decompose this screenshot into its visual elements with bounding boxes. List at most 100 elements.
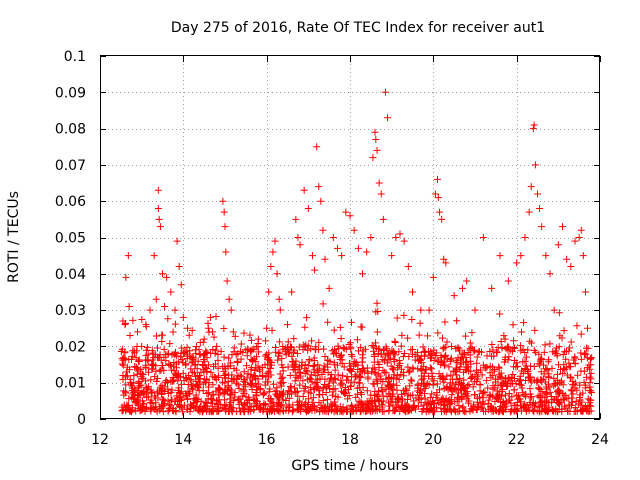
data-point [389,401,397,409]
data-point [220,371,228,379]
data-point [509,370,517,378]
data-point [389,349,397,357]
data-point [190,399,198,407]
data-point [431,352,439,360]
data-point [142,356,150,364]
data-point [359,270,366,278]
data-point [142,377,150,385]
data-point [130,387,138,395]
data-point [497,369,505,377]
data-point [119,375,127,383]
data-point [473,353,481,361]
data-point [545,356,553,364]
data-point [184,395,192,403]
data-point [174,377,182,385]
data-point [163,273,171,281]
data-point [327,370,335,378]
data-point [171,306,179,314]
data-point [294,387,302,395]
data-point [220,353,228,361]
data-point [135,377,143,385]
data-point [167,396,175,404]
data-point [150,361,158,369]
data-point [150,252,158,260]
data-point [471,391,479,399]
data-point [560,396,568,404]
data-point [363,397,371,405]
data-point [273,270,281,278]
data-point [273,391,281,399]
data-point [319,397,327,405]
data-point [501,391,509,399]
data-point [217,347,225,355]
data-point [517,328,525,336]
data-point [529,125,537,133]
data-point [417,306,425,314]
data-point [451,398,459,406]
data-point [474,375,482,383]
data-point [185,390,193,398]
data-point [145,368,153,376]
data-point [266,365,274,373]
data-point [121,321,129,329]
data-point [567,374,575,382]
data-point [568,387,576,395]
data-point [160,366,168,374]
data-point [371,128,379,136]
data-point [318,370,326,378]
data-point [381,368,389,376]
data-point [156,223,164,231]
data-point [250,355,258,363]
data-point [142,383,150,391]
data-point [474,348,482,356]
data-point [539,375,547,383]
data-point [491,398,499,406]
data-point [182,360,190,368]
data-point [405,353,413,361]
data-point [121,349,129,357]
data-point [309,362,317,370]
data-point [259,363,267,371]
data-point [369,154,377,162]
data-point [138,315,146,323]
data-point [274,349,282,357]
data-point [331,366,339,374]
data-point [454,394,462,402]
data-point [276,306,284,314]
data-point [285,394,293,402]
data-point [288,408,296,416]
data-point [286,388,294,396]
data-point [397,390,405,398]
data-point [290,346,298,354]
data-point [211,360,219,368]
data-point [401,406,409,414]
data-point [140,400,148,408]
data-point [393,371,401,379]
data-point [240,404,248,412]
data-point [466,357,474,365]
data-point [407,346,415,354]
data-point [184,381,192,389]
data-point [436,208,444,216]
data-point [124,252,132,260]
data-point [301,406,309,414]
data-point [406,382,414,390]
y-tick-label: 0.09 [55,85,86,101]
data-point [455,389,463,397]
x-tick-label: 14 [174,432,192,448]
data-point [588,354,596,362]
data-point [482,376,490,384]
data-point [337,376,345,384]
data-point [385,407,393,415]
data-point [457,379,465,387]
data-point [256,385,264,393]
data-point [262,337,270,345]
data-point [336,381,344,389]
data-point [398,395,406,403]
data-point [378,384,386,392]
data-point [505,390,513,398]
data-point [569,390,577,398]
data-point [184,324,191,332]
data-point [395,375,403,383]
data-point [212,313,220,321]
